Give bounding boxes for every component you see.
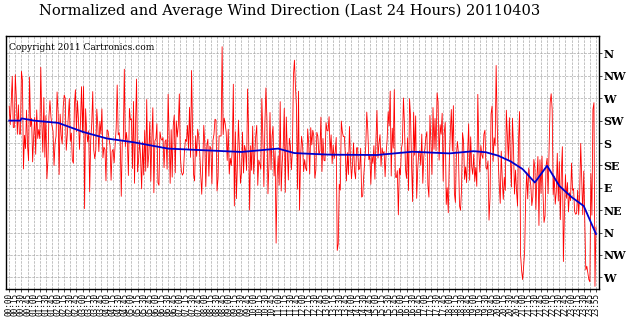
Text: Copyright 2011 Cartronics.com: Copyright 2011 Cartronics.com <box>9 43 154 52</box>
Text: Normalized and Average Wind Direction (Last 24 Hours) 20110403: Normalized and Average Wind Direction (L… <box>39 3 541 18</box>
